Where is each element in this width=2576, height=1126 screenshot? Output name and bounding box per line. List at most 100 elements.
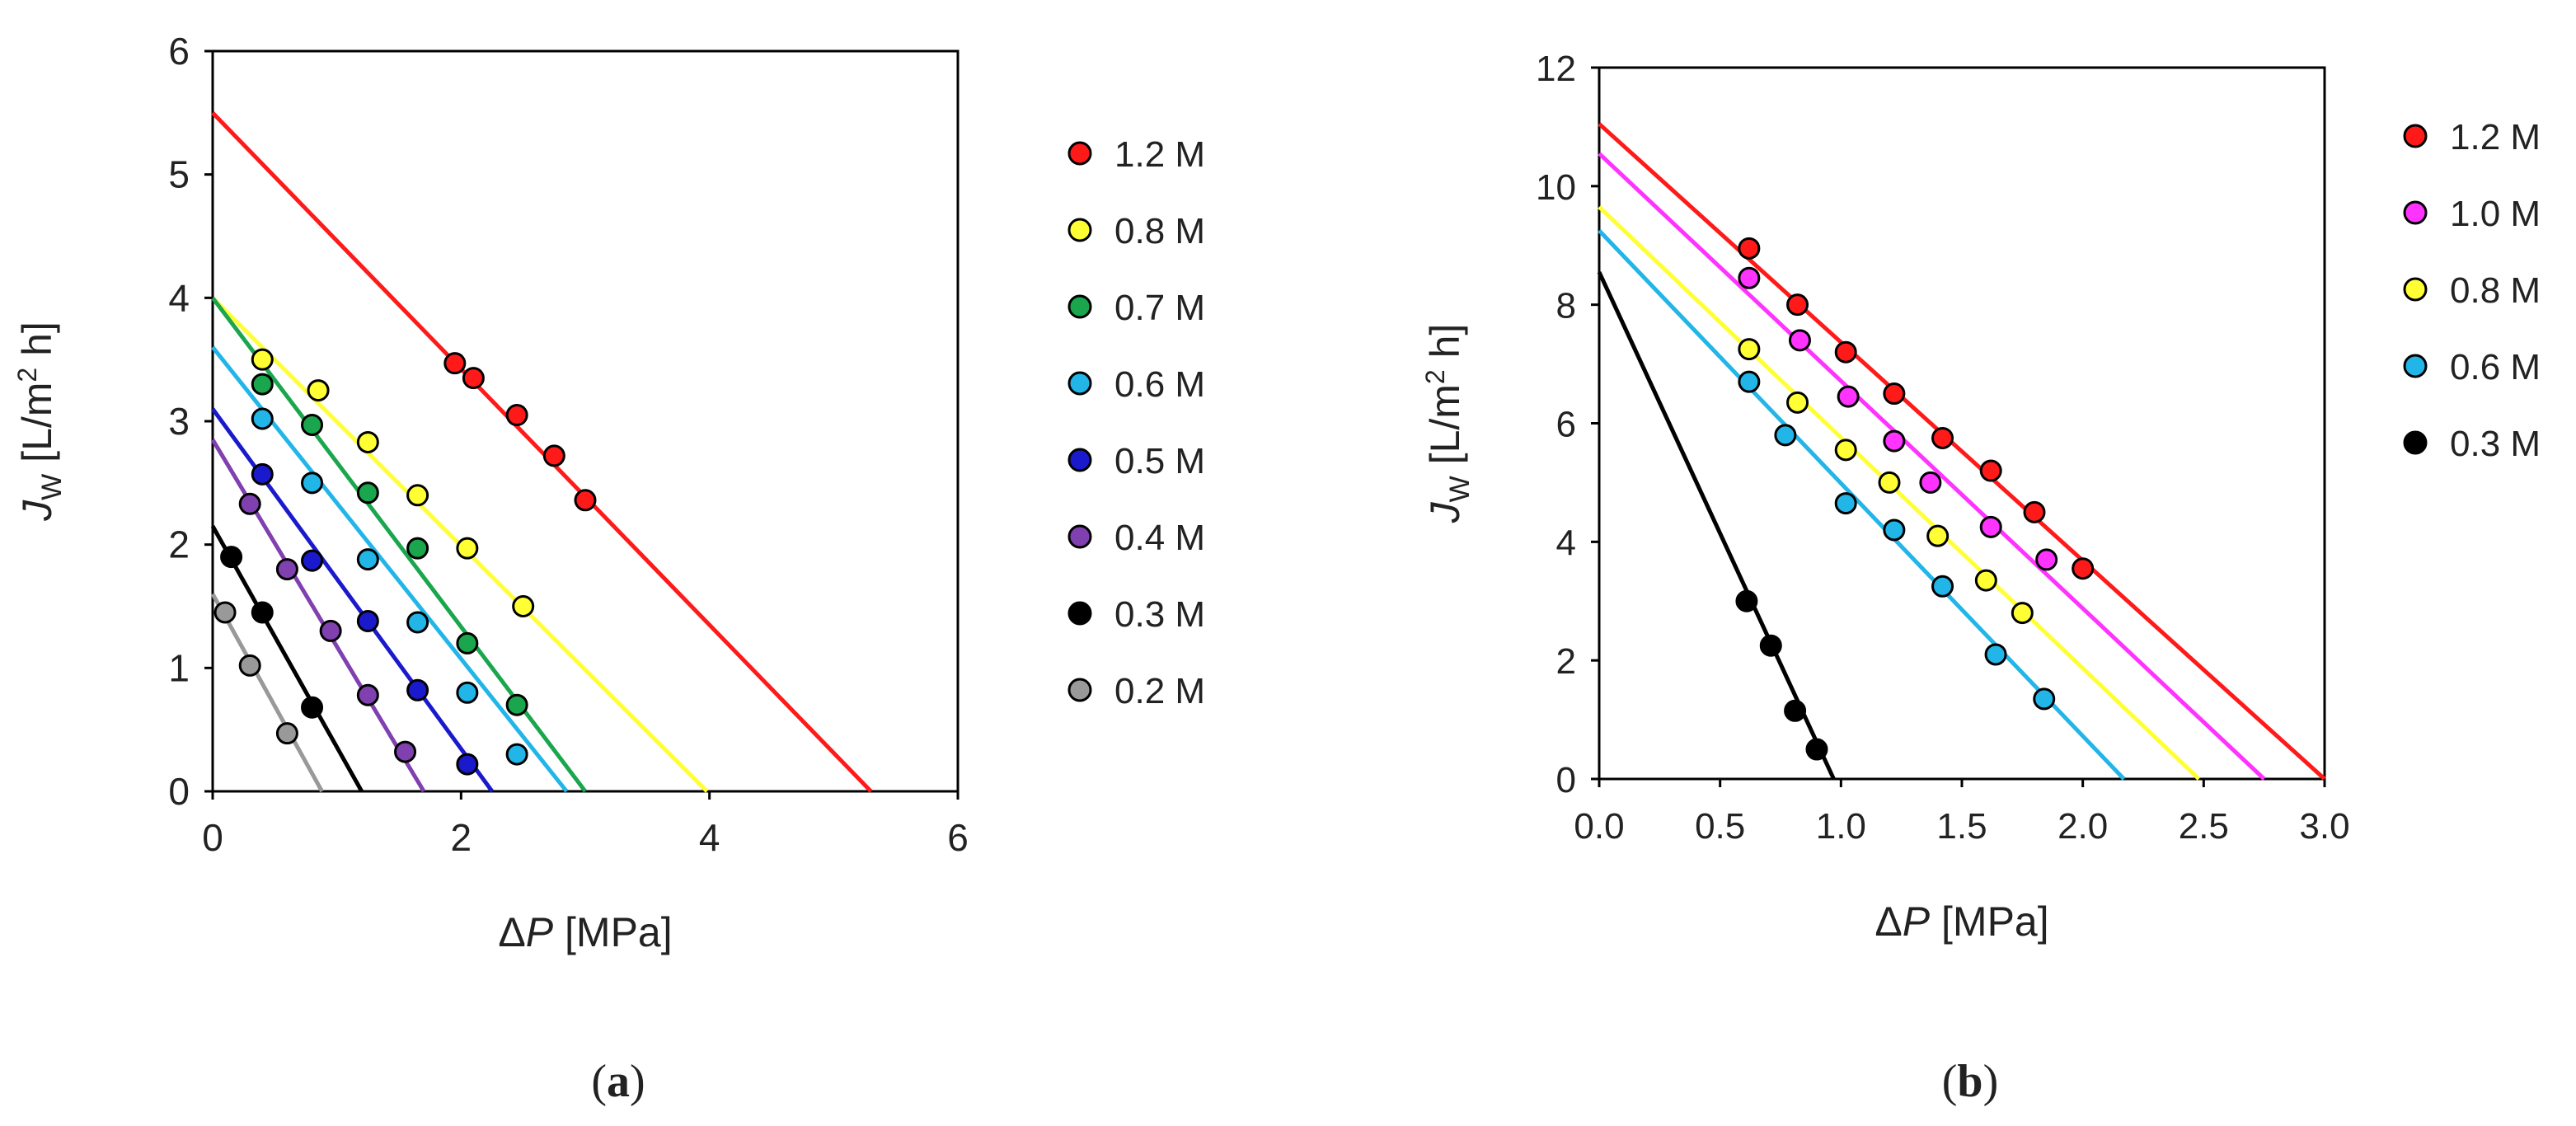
legend-item: 0.6 M — [2403, 347, 2541, 387]
legend-marker — [1067, 448, 1092, 472]
data-point-0-8M — [456, 537, 479, 560]
legend-label: 0.4 M — [1114, 518, 1205, 558]
y-tick-label: 6 — [1556, 405, 1576, 445]
y-tick-label: 2 — [168, 523, 190, 566]
legend-marker — [1067, 294, 1092, 319]
legend-marker — [1067, 601, 1092, 626]
data-point-0-6M — [1834, 492, 1857, 515]
data-point-0-2M — [275, 722, 298, 745]
data-point-0-6M — [1984, 643, 2007, 666]
data-point-0-3M — [1735, 589, 1758, 612]
x-axis-ticks: 0 2 4 6 — [202, 791, 969, 859]
data-points — [213, 348, 597, 776]
legend-marker — [1067, 371, 1092, 396]
data-point-0-8M — [1834, 439, 1857, 462]
legend-marker — [1067, 141, 1092, 166]
data-point-0-7M — [301, 413, 324, 436]
panel-caption-b: (b) — [1942, 1056, 1998, 1107]
x-tick-label: 0.0 — [1574, 806, 1624, 847]
data-point-0-6M — [505, 743, 528, 766]
data-point-1-2M — [1786, 293, 1809, 317]
legend-label: 0.5 M — [1114, 441, 1205, 481]
x-tick-label: 2.5 — [2179, 806, 2229, 847]
legend-item: 1.2 M — [2403, 117, 2541, 157]
data-point-1-0M — [1738, 266, 1761, 289]
data-point-1-2M — [1883, 382, 1906, 406]
data-points — [1735, 237, 2095, 761]
x-tick-label: 2.0 — [2058, 806, 2108, 847]
data-point-1-2M — [462, 367, 485, 390]
data-point-0-8M — [1878, 471, 1901, 494]
y-tick-label: 10 — [1536, 167, 1576, 208]
panel-caption-a: (a) — [591, 1056, 645, 1107]
x-tick-label: 1.5 — [1936, 806, 1987, 847]
y-tick-label: 0 — [1556, 760, 1576, 800]
legend-label: 0.3 M — [1114, 594, 1205, 635]
y-tick-label: 8 — [1556, 286, 1576, 326]
y-axis-ticks: 0 2 4 6 8 10 12 — [1536, 49, 1599, 800]
data-point-1-2M — [2023, 500, 2046, 523]
legend-label: 0.3 M — [2450, 424, 2541, 464]
data-point-0-3M — [251, 601, 274, 624]
data-point-0-7M — [356, 481, 379, 504]
legend-item: 0.3 M — [2403, 424, 2541, 464]
data-point-0-6M — [301, 472, 324, 495]
legend-label: 0.6 M — [1114, 364, 1205, 405]
y-axis-label: JW [L/m2 h] — [12, 321, 68, 522]
data-point-1-0M — [1788, 329, 1811, 352]
fit-line-1-2M — [211, 111, 873, 793]
x-axis-ticks: 0.0 0.5 1.0 1.5 2.0 2.5 3.0 — [1574, 779, 2350, 847]
data-point-0-8M — [2011, 602, 2034, 625]
y-tick-label: 12 — [1536, 49, 1576, 89]
plot-area-frame — [211, 49, 960, 793]
y-tick-label: 2 — [1556, 641, 1576, 682]
data-point-1-2M — [443, 352, 467, 375]
data-point-0-4M — [319, 619, 342, 642]
fit-line-0-2M — [210, 593, 324, 793]
legend-marker — [1067, 524, 1092, 549]
data-point-0-6M — [1931, 575, 1954, 598]
data-point-0-6M — [456, 681, 479, 704]
y-tick-label: 4 — [168, 276, 190, 319]
data-point-1-2M — [505, 404, 528, 427]
data-point-0-5M — [251, 462, 274, 486]
plot-area-frame — [1598, 66, 2326, 781]
legend: 1.2 M 0.8 M 0.7 M 0.6 M 0.5 M 0.4 M 0.3 M 0.2 M — [1067, 134, 1205, 711]
data-point-0-8M — [1926, 524, 1950, 547]
data-point-0-5M — [356, 609, 379, 632]
data-point-0-6M — [1883, 518, 1906, 542]
data-point-1-0M — [2035, 548, 2058, 571]
fit-line-1-2M — [1598, 122, 2326, 781]
data-point-1-2M — [1931, 426, 1954, 449]
data-point-0-2M — [238, 654, 261, 677]
data-point-0-3M — [1805, 738, 1828, 761]
x-axis-label: ΔP [MPa] — [1875, 898, 2048, 945]
legend-label: 1.0 M — [2450, 194, 2541, 234]
legend-marker — [1067, 218, 1092, 242]
fit-lines — [1597, 122, 2326, 781]
data-point-1-2M — [574, 489, 597, 512]
data-point-0-3M — [1759, 634, 1782, 657]
legend-marker — [2403, 430, 2428, 455]
data-point-0-6M — [356, 548, 379, 571]
legend-item: 0.8 M — [1067, 211, 1205, 251]
x-axis-label: ΔP [MPa] — [498, 909, 672, 955]
x-tick-label: 0 — [202, 816, 223, 859]
data-point-1-2M — [2072, 557, 2095, 580]
fit-line-0-6M — [1598, 229, 2126, 781]
data-point-0-6M — [251, 407, 274, 430]
fit-line-0-3M — [210, 524, 364, 793]
panel-caption-b-letter: b — [1957, 1056, 1982, 1107]
fit-line-0-7M — [211, 296, 587, 793]
fit-lines — [210, 111, 873, 793]
legend-label: 0.7 M — [1114, 288, 1205, 328]
data-point-0-6M — [1738, 370, 1761, 393]
panel-caption-a-letter: a — [607, 1056, 630, 1107]
legend-item: 0.3 M — [1067, 594, 1205, 635]
data-point-1-2M — [1738, 237, 1761, 260]
chart-panel-a: 0 2 4 6 0 1 2 3 4 5 6 ΔP [MPa] JW [L/m2 h] 1.2 M 0… — [12, 30, 1205, 955]
legend-item: 0.4 M — [1067, 518, 1205, 558]
data-point-1-0M — [1919, 471, 1942, 494]
data-point-0-3M — [301, 696, 324, 719]
